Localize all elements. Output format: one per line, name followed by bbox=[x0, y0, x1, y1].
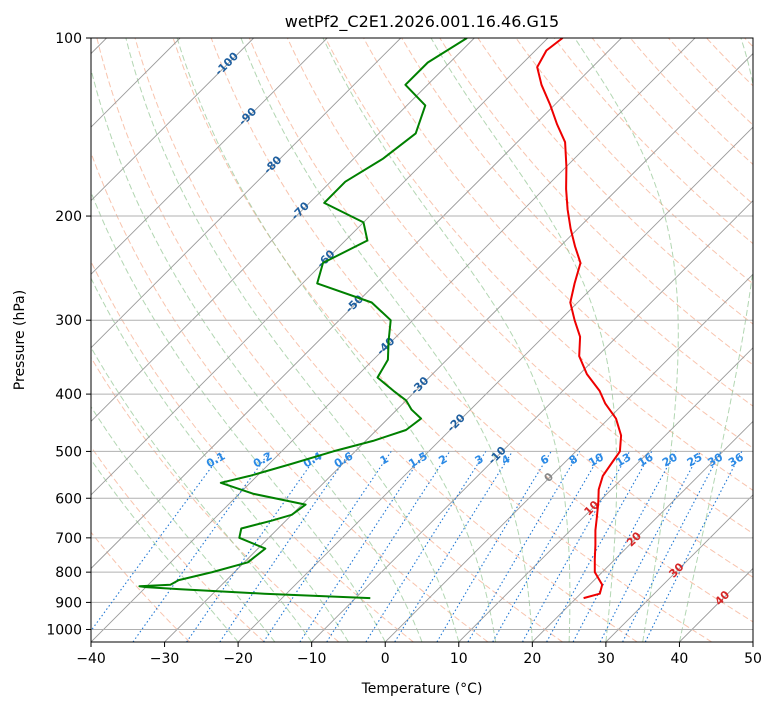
plot-area: 0.1 0.2 0.4 0.6 1 1.5 2 3 4 6 8 10 13 16 20 25 30 36-100-… bbox=[91, 38, 753, 642]
dry-adiabat bbox=[629, 38, 753, 166]
isotherm-line bbox=[91, 38, 328, 275]
y-tick-label: 600 bbox=[55, 491, 82, 507]
moist-adiabat bbox=[678, 38, 753, 642]
dry-adiabat bbox=[477, 38, 753, 325]
isotherm-line bbox=[91, 38, 475, 422]
moist-adiabat bbox=[176, 38, 497, 642]
moist-adiabat bbox=[240, 38, 533, 642]
isotherm-line bbox=[91, 38, 549, 496]
y-tick-label: 900 bbox=[55, 595, 82, 611]
x-tick-label: 50 bbox=[744, 651, 762, 667]
dry-adiabat bbox=[591, 38, 753, 205]
y-axis-label: Pressure (hPa) bbox=[12, 290, 28, 390]
x-tick-label: −30 bbox=[150, 651, 180, 667]
dry-adiabat bbox=[553, 38, 753, 245]
mixing-ratio-line bbox=[492, 451, 603, 642]
mixing-ratio-line bbox=[522, 451, 631, 642]
dry-adiabat bbox=[439, 38, 753, 366]
dry-adiabat bbox=[91, 531, 191, 642]
chart-title: wetPf2_C2E1.2026.001.16.46.G15 bbox=[285, 12, 559, 32]
moist-adiabat bbox=[322, 38, 571, 642]
x-tick-label: −10 bbox=[297, 651, 327, 667]
dry-adiabat bbox=[325, 38, 753, 491]
y-tick-label: 700 bbox=[55, 531, 82, 547]
moist-adiabats bbox=[91, 38, 753, 642]
isotherms bbox=[91, 38, 753, 642]
dry-adiabat bbox=[248, 38, 753, 578]
dry-adiabat bbox=[515, 38, 753, 285]
mixing-ratio-line bbox=[572, 451, 677, 642]
mixing-ratio-line bbox=[91, 451, 224, 632]
mixing-ratio-line bbox=[436, 451, 552, 642]
mixing-ratio-line bbox=[326, 451, 451, 642]
x-tick-label: 30 bbox=[597, 651, 615, 667]
isotherm-line bbox=[384, 273, 753, 642]
mixing-ratio-lines bbox=[91, 451, 743, 642]
y-tick-label: 200 bbox=[55, 209, 82, 225]
y-tick-label: 1000 bbox=[46, 622, 82, 638]
moist-adiabat bbox=[91, 277, 349, 642]
moist-adiabat bbox=[91, 190, 386, 642]
profile-series bbox=[138, 38, 623, 600]
mixing-ratio-line bbox=[394, 451, 513, 642]
dry-adiabat bbox=[91, 260, 414, 642]
x-tick-label: −40 bbox=[76, 651, 106, 667]
moist-adiabat bbox=[91, 67, 423, 642]
isotherm-line bbox=[458, 347, 753, 642]
x-tick-label: 10 bbox=[450, 651, 468, 667]
dry-adiabat bbox=[210, 38, 753, 623]
x-axis-label: Temperature (°C) bbox=[361, 681, 483, 697]
pressure-gridlines bbox=[91, 38, 753, 630]
x-tick-label: 20 bbox=[523, 651, 541, 667]
mixing-ratio-line bbox=[546, 451, 653, 642]
isotherm-line bbox=[91, 38, 696, 642]
dry-adiabat bbox=[96, 38, 563, 642]
moist-adiabat bbox=[91, 346, 313, 642]
isotherm-line bbox=[91, 38, 622, 570]
y-axis: 1000 900 800 700 600 500 400 300 200 100 bbox=[46, 31, 91, 638]
dry-adiabat bbox=[286, 38, 753, 535]
y-tick-label: 300 bbox=[55, 313, 82, 329]
x-tick-label: −20 bbox=[223, 651, 253, 667]
mixing-ratio-line bbox=[365, 451, 487, 642]
moist-adiabat bbox=[574, 38, 679, 642]
mixing-ratio-line bbox=[467, 451, 581, 642]
isotherm-line bbox=[91, 38, 254, 202]
x-axis: −40 −30 −20 −10 0 10 20 30 40 50 bbox=[76, 642, 762, 667]
moist-adiabat bbox=[430, 38, 618, 642]
temperature-profile bbox=[536, 38, 623, 600]
moist-adiabat bbox=[91, 405, 276, 642]
moist-adiabat bbox=[91, 458, 239, 642]
mixing-ratio-line bbox=[219, 451, 352, 642]
dry-adiabat bbox=[401, 38, 753, 407]
isotherm-line bbox=[164, 52, 753, 642]
x-tick-label: 0 bbox=[381, 651, 390, 667]
isotherm-line bbox=[311, 200, 753, 642]
y-tick-label: 800 bbox=[55, 565, 82, 581]
y-tick-label: 500 bbox=[55, 444, 82, 460]
mixing-ratio-line bbox=[132, 451, 271, 642]
moist-adiabat bbox=[125, 38, 460, 642]
isotherm-line bbox=[91, 38, 402, 349]
isotherm-line bbox=[532, 420, 753, 642]
isotherm-line bbox=[605, 494, 753, 642]
y-tick-label: 400 bbox=[55, 387, 82, 403]
plot-frame bbox=[90, 37, 754, 643]
dry-adiabat bbox=[134, 38, 638, 642]
y-tick-label: 100 bbox=[55, 31, 82, 47]
dry-adiabat bbox=[91, 151, 489, 642]
isotherm-line bbox=[237, 126, 753, 642]
x-tick-label: 40 bbox=[671, 651, 689, 667]
dewpoint-profile bbox=[138, 38, 468, 600]
